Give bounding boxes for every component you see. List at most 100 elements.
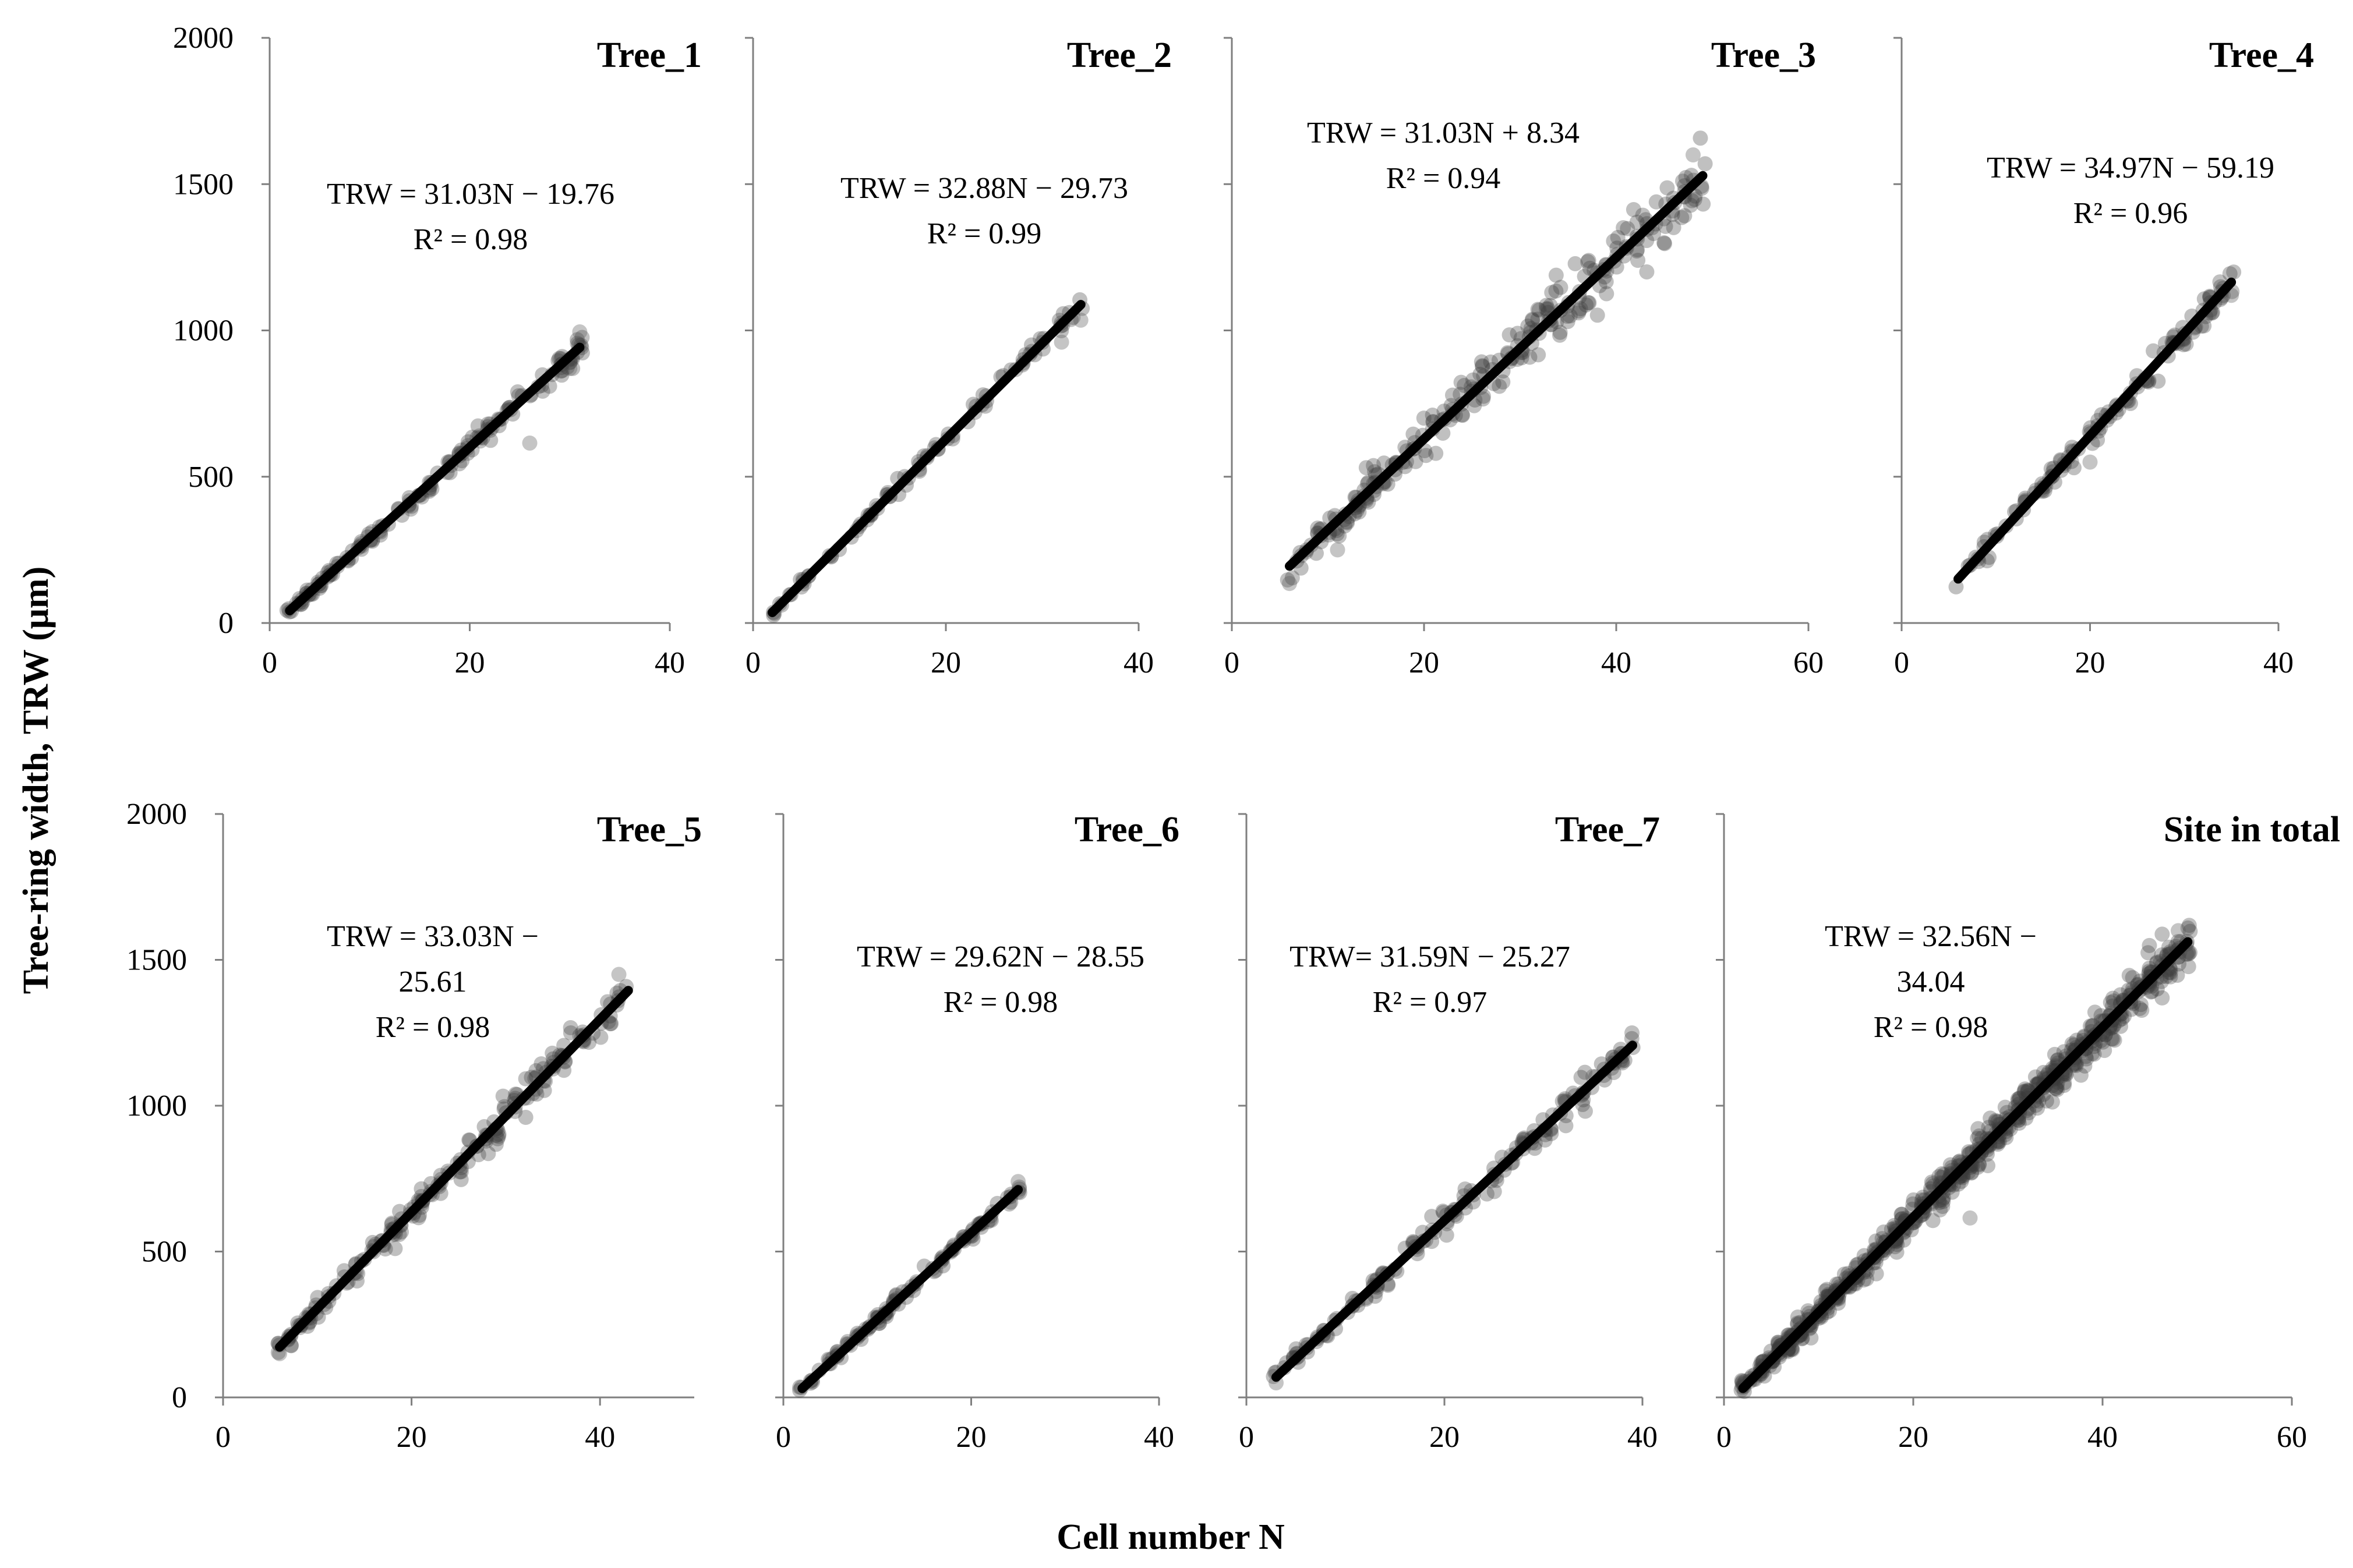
data-point [2112, 987, 2128, 1003]
x-tick-label: 40 [1144, 1421, 1174, 1454]
data-point [1580, 254, 1596, 270]
data-point [2027, 1069, 2043, 1085]
data-point [2050, 1082, 2065, 1098]
equation-label: R² = 0.98 [376, 1011, 490, 1044]
data-point [1457, 378, 1472, 394]
data-point [2222, 266, 2238, 282]
data-point [1501, 327, 1517, 343]
data-point [1677, 208, 1693, 224]
x-tick-label: 40 [1627, 1421, 1658, 1454]
data-point [2170, 967, 2185, 983]
data-point [1683, 197, 1698, 213]
panel-title: Tree_6 [1075, 810, 1179, 850]
data-point [2107, 1032, 2122, 1048]
data-point [1571, 305, 1587, 321]
data-point [2097, 1043, 2112, 1059]
regression-line [285, 342, 585, 615]
data-point [1981, 1120, 1997, 1135]
data-point [1553, 279, 1568, 295]
data-point [1970, 1121, 1986, 1137]
data-point [1599, 286, 1614, 302]
data-point [1366, 458, 1382, 473]
data-point [1424, 1209, 1440, 1224]
data-point [2163, 969, 2178, 985]
data-point [1548, 267, 1564, 283]
data-point [1935, 1199, 1951, 1215]
x-tick-label: 20 [455, 646, 485, 679]
data-point [2181, 918, 2197, 933]
data-point [2134, 1003, 2150, 1018]
x-tick-label: 40 [655, 646, 685, 679]
y-tick-label: 0 [172, 1381, 187, 1414]
data-point [1924, 1174, 1939, 1190]
data-point [1538, 298, 1554, 313]
data-point [488, 1137, 504, 1152]
equation-label: TRW = 32.56N − [1825, 920, 2037, 953]
data-point [1697, 156, 1713, 172]
data-point [1486, 1184, 1502, 1199]
x-tick-label: 0 [1894, 646, 1909, 679]
data-point [2044, 1094, 2060, 1110]
data-point [563, 1025, 578, 1041]
data-point [1942, 1157, 1958, 1173]
data-point [1970, 1159, 1985, 1175]
data-point [2057, 1078, 2072, 1093]
y-tick-label: 500 [142, 1236, 187, 1269]
panel-title: Tree_2 [1067, 36, 1172, 75]
equation-label: R² = 0.99 [927, 217, 1042, 250]
data-point [1859, 1271, 1874, 1287]
equation-label: TRW = 29.62N − 28.55 [857, 940, 1144, 974]
data-point [2073, 1067, 2089, 1083]
data-point [2146, 343, 2161, 359]
panel-title: Tree_1 [597, 36, 702, 75]
data-point [1648, 194, 1664, 210]
data-point [1626, 201, 1641, 217]
x-tick-label: 40 [2087, 1421, 2118, 1454]
data-point [2017, 1081, 2033, 1097]
data-point [490, 1131, 506, 1146]
x-tick-label: 20 [1429, 1421, 1460, 1454]
data-point [1630, 253, 1646, 268]
data-point [1589, 307, 1605, 323]
data-point [1606, 233, 1621, 249]
data-point [1418, 448, 1434, 463]
panel-title: Site in total [2164, 810, 2340, 850]
data-point [1889, 1244, 1905, 1260]
data-point [387, 1241, 403, 1256]
data-point [1330, 542, 1345, 558]
equation-label: TRW = 31.03N + 8.34 [1307, 116, 1580, 150]
y-tick-label: 1500 [173, 168, 234, 201]
data-point [1331, 528, 1347, 544]
data-point [2038, 1093, 2054, 1109]
data-point [1980, 1158, 1996, 1173]
panel-title: Tree_4 [2209, 36, 2314, 75]
data-point [1818, 1283, 1833, 1299]
regression-line [1953, 277, 2237, 584]
data-point [2079, 1051, 2094, 1067]
data-point [1578, 297, 1594, 313]
panel-6: 0 20 40 Tree_6 TRW = 29.62N − 28.55 R² = 0.98 [775, 810, 1179, 1454]
data-point [522, 435, 538, 451]
data-point [1280, 572, 1295, 587]
data-point [1932, 1202, 1948, 1217]
data-point [1598, 274, 1614, 289]
data-point [2106, 993, 2122, 1009]
data-point [565, 360, 581, 376]
equation-label: TRW = 33.03N − [327, 920, 539, 953]
data-point [1571, 303, 1587, 318]
regression-line [768, 300, 1086, 617]
panel-2: 0 20 40 Tree_2 TRW = 32.88N − 29.73 R² = 0.99 [745, 36, 1172, 679]
data-point [1580, 295, 1596, 310]
data-point [2030, 1100, 2045, 1116]
data-point [1522, 349, 1538, 365]
equation-label: TRW = 32.88N − 29.73 [840, 172, 1128, 205]
data-point [2048, 1081, 2064, 1096]
data-point [481, 1146, 496, 1162]
data-point [272, 1346, 288, 1361]
regression-line [1738, 937, 2193, 1393]
data-point [1925, 1213, 1941, 1229]
data-point [2047, 1046, 2062, 1062]
equation-label: R² = 0.98 [1874, 1011, 1988, 1044]
